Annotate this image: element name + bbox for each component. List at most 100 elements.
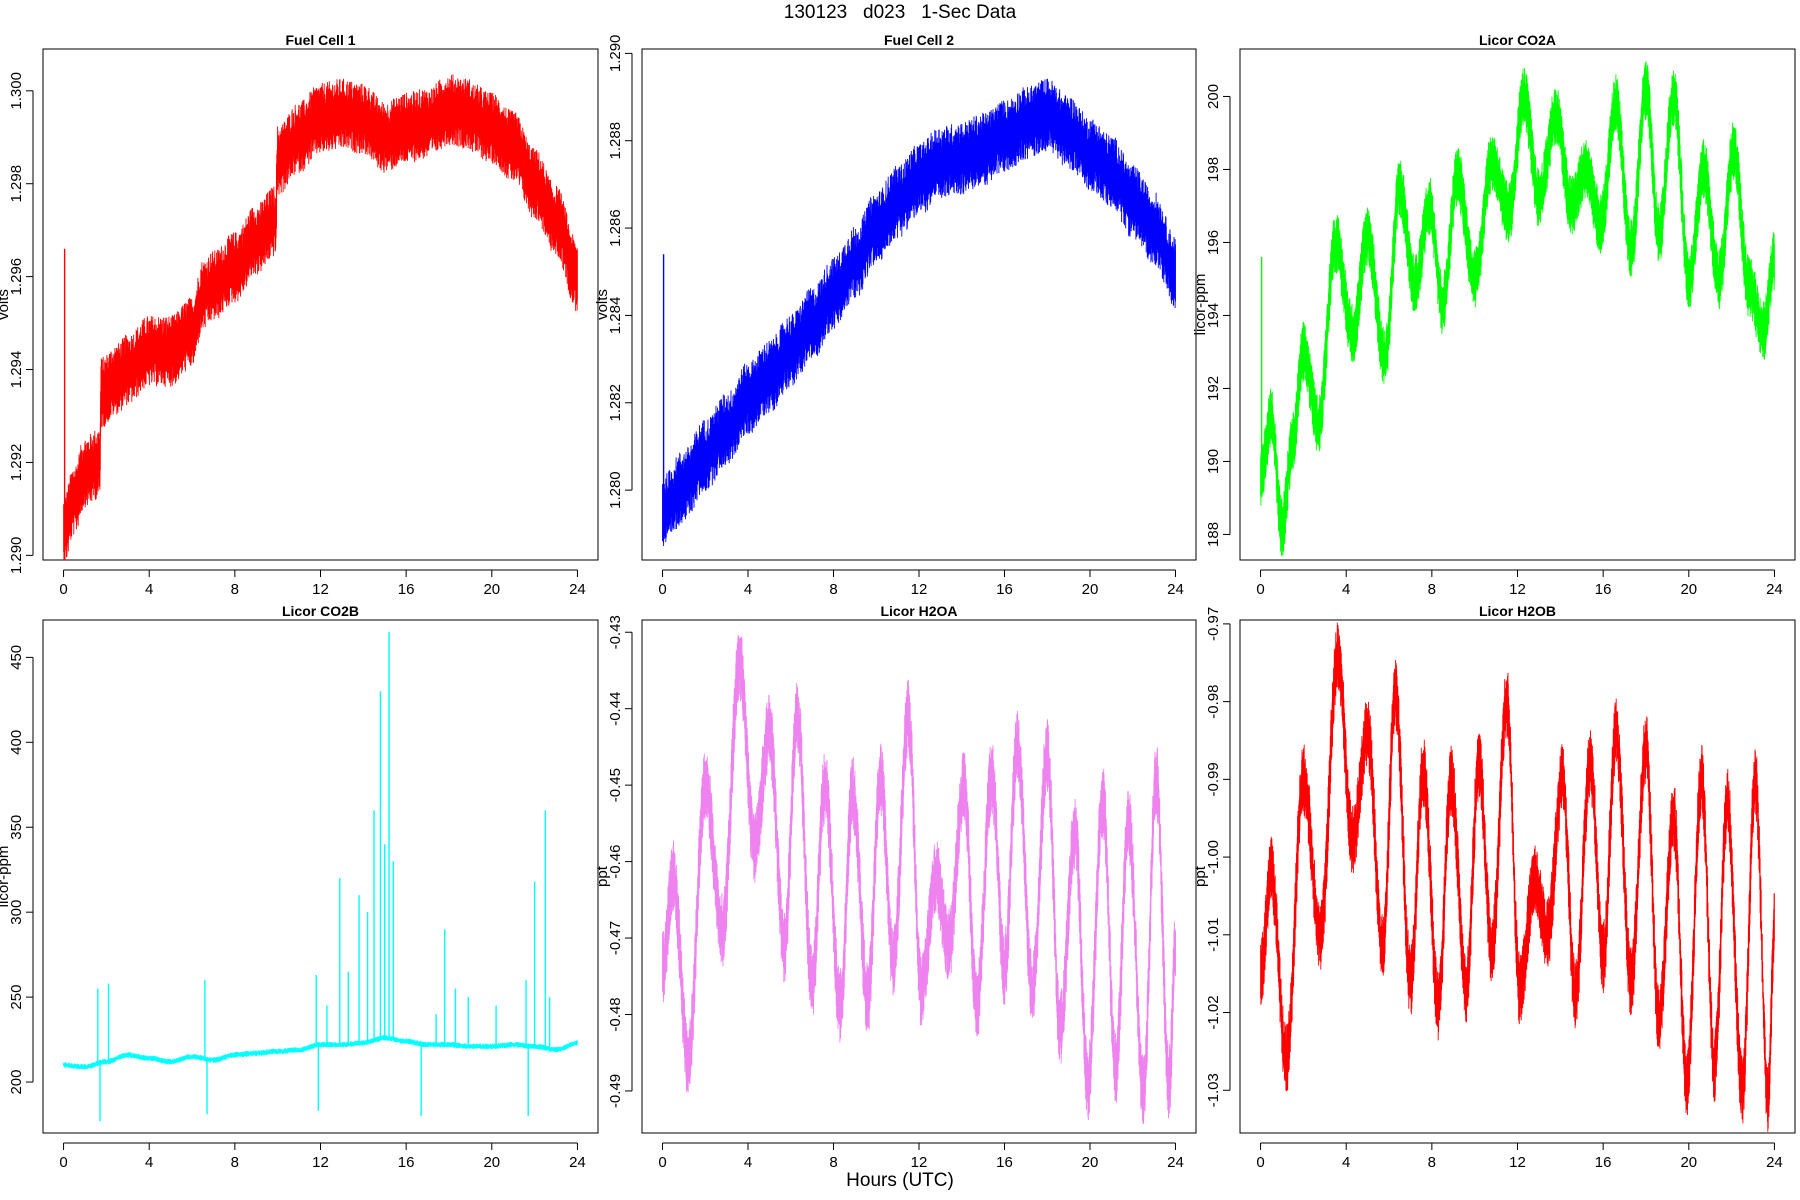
licor-h2oa-plot-frame (641, 619, 1197, 1134)
licor-co2a-series (1260, 61, 1775, 557)
fuel-cell-2-x-tick-label: 4 (744, 581, 752, 598)
fuel-cell-1-y-axis-label: volts (0, 289, 12, 320)
licor-h2ob-series-line (1260, 622, 1775, 1132)
fuel-cell-2-y-axis: 1.280 1.282 1.284 1.286 1.288 1.290 (607, 35, 633, 509)
licor-co2b-x-axis: 0 4 8 12 16 20 24 (59, 1142, 586, 1171)
fuel-cell-1-x-tick-label: 0 (59, 581, 67, 598)
fuel-cell-2-series-line (662, 78, 1176, 547)
fuel-cell-1-x-tick-label: 8 (231, 581, 239, 598)
licor-h2oa-series-line (662, 635, 1176, 1125)
licor-h2ob-plot-frame (1239, 619, 1796, 1134)
licor-co2a-x-tick-label: 8 (1428, 581, 1436, 598)
licor-co2b-panel: Licor CO2B 0 4 8 12 16 20 24 200 250 300 350 400 450 l… (0, 603, 599, 1171)
fuel-cell-1-plot-frame (42, 48, 599, 561)
licor-h2oa-y-axis-label: ppt (594, 865, 611, 887)
x-axis-title: Hours (UTC) (846, 1170, 954, 1191)
licor-h2ob-y-axis: -1.03 -1.02 -1.01 -1.00 -0.99 -0.98 -0.97 (1205, 607, 1231, 1107)
licor-co2b-y-tick-label: 300 (8, 900, 25, 925)
fuel-cell-2-x-tick-label: 12 (911, 581, 928, 598)
licor-h2oa-x-tick-label: 4 (744, 1154, 752, 1171)
fuel-cell-1-y-axis: 1.290 1.292 1.294 1.296 1.298 1.300 (8, 72, 34, 575)
licor-co2a-y-tick-label: 196 (1205, 230, 1222, 255)
licor-co2a-y-tick-label: 194 (1205, 303, 1222, 328)
licor-h2ob-y-tick-label: -0.99 (1205, 762, 1222, 796)
licor-co2b-series (63, 631, 578, 1122)
licor-co2b-y-axis-label: licor-ppm (0, 846, 12, 908)
licor-co2a-x-tick-label: 16 (1595, 581, 1612, 598)
fuel-cell-1-series-line (63, 74, 578, 560)
licor-co2b-y-tick-label: 250 (8, 985, 25, 1010)
licor-h2ob-x-tick-label: 0 (1256, 1154, 1264, 1171)
licor-h2ob-y-tick-label: -1.01 (1205, 918, 1222, 952)
licor-h2oa-y-tick-label: -0.49 (607, 1074, 624, 1108)
fuel-cell-2-x-tick-label: 24 (1167, 581, 1184, 598)
licor-co2a-y-tick-label: 188 (1205, 522, 1222, 547)
fuel-cell-1-y-tick-label: 1.296 (8, 258, 25, 296)
fuel-cell-2-x-tick-label: 20 (1082, 581, 1099, 598)
fuel-cell-2-y-tick-label: 1.282 (607, 384, 624, 422)
licor-h2ob-x-tick-label: 8 (1428, 1154, 1436, 1171)
licor-h2ob-x-tick-label: 12 (1509, 1154, 1526, 1171)
fuel-cell-1-x-tick-label: 24 (569, 581, 586, 598)
fuel-cell-1-x-axis: 0 4 8 12 16 20 24 (59, 569, 586, 598)
fuel-cell-2-y-axis-label: volts (594, 289, 611, 320)
licor-co2b-x-tick-label: 0 (59, 1154, 67, 1171)
licor-co2a-x-tick-label: 24 (1766, 581, 1783, 598)
licor-h2oa-y-tick-label: -0.45 (607, 768, 624, 802)
licor-h2ob-x-tick-label: 4 (1342, 1154, 1350, 1171)
licor-h2oa-y-tick-label: -0.44 (607, 692, 624, 726)
licor-h2oa-y-tick-label: -0.47 (607, 921, 624, 955)
licor-co2b-x-tick-label: 16 (398, 1154, 415, 1171)
fuel-cell-2-panel: Fuel Cell 20 4 8 12 16 20 241.2801.2821.2841.2… (594, 32, 1197, 598)
licor-co2a-y-tick-label: 200 (1205, 84, 1222, 109)
licor-h2oa-x-tick-label: 8 (829, 1154, 837, 1171)
fuel-cell-2-x-tick-label: 0 (658, 581, 666, 598)
licor-co2a-y-axis-label: licor-ppm (1192, 274, 1209, 336)
licor-h2oa-series (662, 635, 1176, 1125)
fuel-cell-1-x-tick-label: 16 (398, 581, 415, 598)
licor-h2oa-x-axis: 0 4 8 12 16 20 24 (658, 1142, 1184, 1171)
licor-h2oa-x-tick-label: 0 (658, 1154, 666, 1171)
licor-h2oa-title: Licor H2OA (880, 603, 957, 619)
fuel-cell-1-x-tick-label: 20 (483, 581, 500, 598)
licor-co2b-x-tick-label: 12 (312, 1154, 329, 1171)
licor-co2b-plot-frame (42, 619, 599, 1134)
licor-h2oa-x-tick-label: 20 (1082, 1154, 1099, 1171)
licor-co2b-x-tick-label: 4 (145, 1154, 153, 1171)
licor-h2ob-x-tick-label: 16 (1595, 1154, 1612, 1171)
licor-co2b-series-line (63, 1035, 578, 1070)
fuel-cell-1-panel: Fuel Cell 10 4 8 12 16 20 241.2901.2921.2941.2… (0, 32, 599, 598)
fuel-cell-1-title: Fuel Cell 1 (285, 32, 355, 48)
fuel-cell-2-y-tick-label: 1.290 (607, 35, 624, 73)
licor-h2ob-y-axis-label: ppt (1192, 865, 1209, 887)
licor-co2a-series-line (1260, 61, 1775, 557)
licor-h2ob-series (1260, 622, 1775, 1132)
licor-co2a-y-axis: 188 190 192 194 196 198 200 (1205, 84, 1231, 547)
licor-co2a-y-tick-label: 192 (1205, 376, 1222, 401)
fuel-cell-2-title: Fuel Cell 2 (884, 32, 954, 48)
fuel-cell-1-y-tick-label: 1.294 (8, 351, 25, 389)
licor-h2ob-y-tick-label: -0.97 (1205, 607, 1222, 641)
licor-co2a-x-tick-label: 12 (1509, 581, 1526, 598)
licor-co2b-y-axis: 200 250 300 350 400 450 (8, 645, 34, 1095)
licor-h2ob-y-tick-label: -1.00 (1205, 840, 1222, 874)
licor-h2ob-x-axis: 0 4 8 12 16 20 24 (1256, 1142, 1783, 1171)
page-title: 130123 d023 1-Sec Data (783, 2, 1017, 23)
licor-h2oa-y-tick-label: -0.46 (607, 844, 624, 878)
licor-co2b-x-tick-label: 24 (569, 1154, 586, 1171)
licor-co2a-y-tick-label: 198 (1205, 157, 1222, 182)
licor-co2a-title: Licor CO2A (1479, 32, 1556, 48)
licor-h2ob-x-tick-label: 24 (1766, 1154, 1783, 1171)
licor-co2a-x-tick-label: 4 (1342, 581, 1350, 598)
fuel-cell-2-series (662, 78, 1176, 547)
licor-h2ob-y-tick-label: -1.02 (1205, 995, 1222, 1029)
licor-co2b-y-tick-label: 200 (8, 1070, 25, 1095)
licor-co2b-y-tick-label: 450 (8, 645, 25, 670)
licor-co2a-x-axis: 0 4 8 12 16 20 24 (1256, 569, 1783, 598)
licor-co2b-y-tick-label: 400 (8, 730, 25, 755)
fuel-cell-1-y-tick-label: 1.290 (8, 537, 25, 575)
fuel-cell-1-y-tick-label: 1.292 (8, 444, 25, 482)
licor-co2b-x-tick-label: 20 (483, 1154, 500, 1171)
licor-h2oa-y-axis: -0.49 -0.48 -0.47 -0.46 -0.45 -0.44 -0.43 (607, 615, 633, 1108)
